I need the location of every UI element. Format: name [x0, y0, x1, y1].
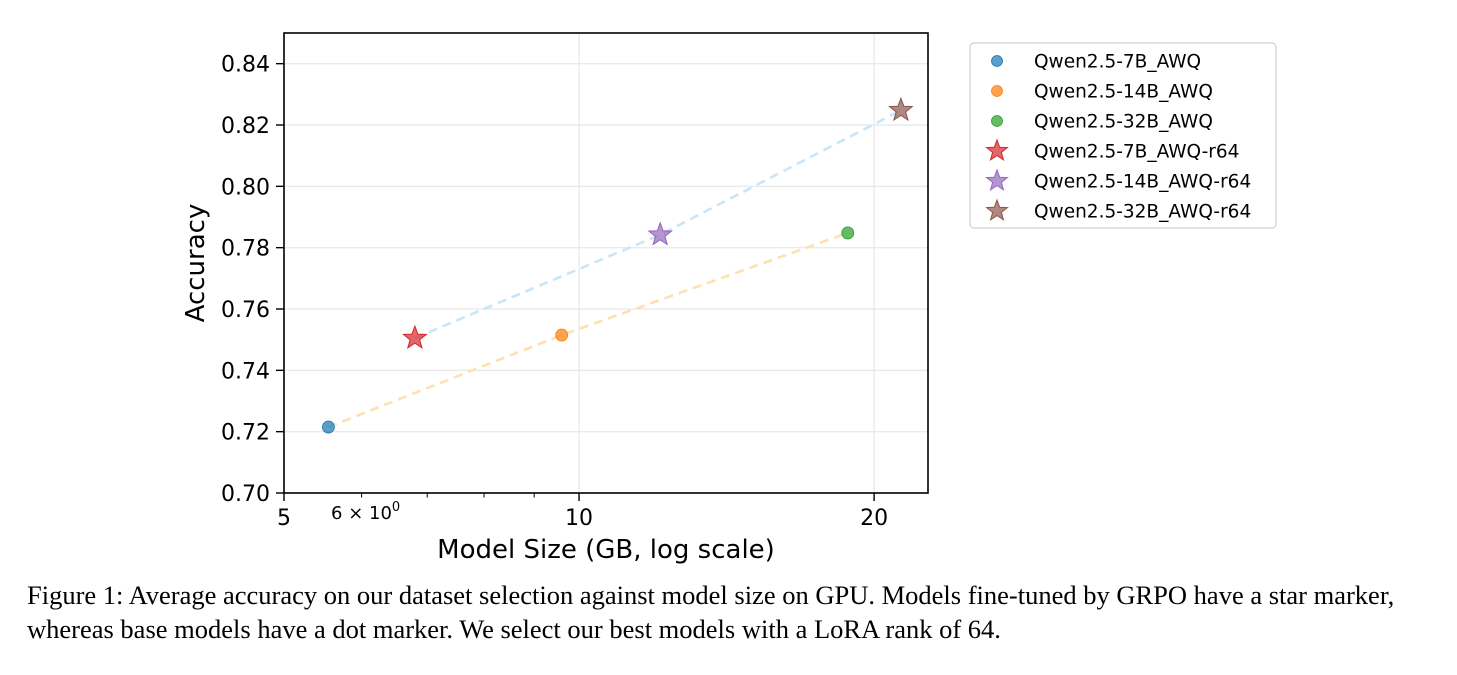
legend-star-marker	[985, 198, 1009, 222]
star-marker	[647, 221, 673, 246]
y-tick-label: 0.72	[221, 421, 270, 446]
x-axis-label: Model Size (GB, log scale)	[437, 535, 775, 565]
plot-frame	[283, 32, 929, 494]
legend-star-marker	[985, 138, 1009, 162]
star-marker	[888, 96, 914, 122]
trend-line	[414, 109, 902, 340]
x-minor-tick-label: 6 × 100	[331, 500, 400, 524]
scatter-chart: 5 10 20 6 × 100 0.70 0.72 0.74 0.76 0.78 0.80 0.8…	[181, 32, 1277, 565]
data-points	[322, 96, 914, 434]
star-marker	[402, 324, 428, 350]
dot-marker	[555, 328, 569, 342]
y-tick-label: 0.78	[221, 237, 270, 262]
dot-marker	[841, 226, 855, 240]
legend-label: Qwen2.5-7B_AWQ	[1034, 52, 1201, 73]
x-tick-label: 5	[277, 506, 291, 531]
trend-lines	[327, 109, 902, 429]
legend-label: Qwen2.5-32B_AWQ	[1034, 112, 1213, 133]
figure-caption: Figure 1: Average accuracy on our datase…	[27, 580, 1395, 644]
legend-dot-marker	[991, 115, 1003, 127]
y-tick-label: 0.82	[221, 114, 270, 139]
x-tick-label: 10	[565, 506, 593, 531]
x-axis-ticks: 5 10 20 6 × 100	[277, 493, 888, 531]
legend-label: Qwen2.5-32B_AWQ-r64	[1034, 202, 1251, 223]
y-tick-label: 0.76	[221, 298, 270, 323]
y-axis-label: Accuracy	[181, 204, 211, 323]
x-tick-label: 20	[860, 506, 888, 531]
legend-star-marker	[985, 168, 1009, 192]
legend-label: Qwen2.5-14B_AWQ-r64	[1034, 172, 1251, 193]
legend: Qwen2.5-7B_AWQ Qwen2.5-14B_AWQ Qwen2.5-32B…	[969, 42, 1277, 229]
dot-marker	[322, 420, 335, 434]
y-tick-label: 0.74	[221, 359, 270, 384]
legend-label: Qwen2.5-14B_AWQ	[1034, 82, 1213, 103]
trend-line	[327, 231, 849, 429]
y-tick-label: 0.80	[221, 175, 270, 200]
legend-label: Qwen2.5-7B_AWQ-r64	[1034, 142, 1239, 163]
grid-lines	[283, 33, 928, 494]
legend-box	[969, 42, 1277, 229]
legend-dot-marker	[991, 85, 1003, 97]
y-axis-ticks: 0.70 0.72 0.74 0.76 0.78 0.80 0.82 0.84	[221, 53, 284, 507]
y-tick-label: 0.70	[221, 482, 270, 507]
legend-dot-marker	[991, 55, 1003, 67]
y-tick-label: 0.84	[221, 53, 270, 78]
